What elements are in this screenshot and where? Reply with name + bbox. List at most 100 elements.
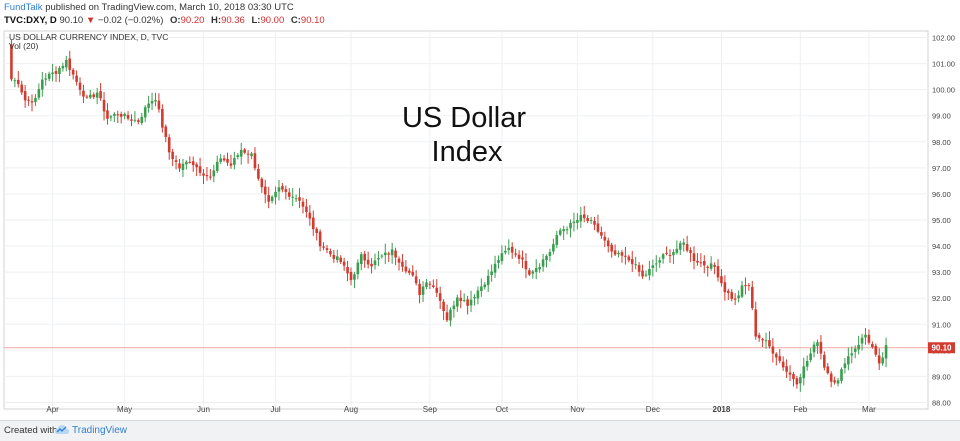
x-tick-label: Nov bbox=[570, 405, 584, 414]
candle-body bbox=[157, 100, 161, 110]
candle-body bbox=[497, 260, 500, 263]
candle-body bbox=[425, 282, 428, 287]
candle-body bbox=[805, 361, 809, 367]
candle-body bbox=[215, 161, 219, 171]
candle-body bbox=[860, 337, 864, 344]
close-value: 90.10 bbox=[300, 15, 325, 26]
y-tick-label: 98.00 bbox=[932, 138, 951, 147]
candle-body bbox=[685, 244, 689, 251]
candle-body bbox=[524, 260, 528, 270]
candle-body bbox=[473, 296, 476, 299]
candles bbox=[10, 39, 888, 392]
candle-body bbox=[41, 79, 44, 90]
y-tick-label: 95.00 bbox=[932, 216, 951, 225]
candle-body bbox=[802, 366, 806, 379]
candle-body bbox=[716, 266, 720, 278]
price-chart[interactable]: 102.00 101.00 100.00 99.00 98.00 97.00 96.00 95… bbox=[0, 30, 960, 420]
candle-body bbox=[85, 96, 89, 98]
candle-body bbox=[706, 266, 710, 268]
candle-body bbox=[510, 246, 514, 253]
candle-body bbox=[305, 206, 308, 212]
candle-body bbox=[641, 270, 644, 277]
candle-body bbox=[346, 266, 349, 274]
x-tick-label: Jun bbox=[197, 405, 210, 414]
candle-body bbox=[730, 292, 734, 299]
candle-body bbox=[682, 242, 686, 245]
candle-body bbox=[311, 217, 315, 230]
time-axis[interactable]: Apr May Jun Jul Aug Sep Oct Nov Dec 2018 Feb Mar bbox=[46, 405, 876, 414]
candle-body bbox=[884, 345, 888, 359]
candle-body bbox=[696, 260, 699, 263]
author-link[interactable]: FundTalk bbox=[4, 2, 43, 13]
candle-body bbox=[788, 372, 792, 375]
candle-body bbox=[188, 161, 192, 163]
candle-body bbox=[123, 113, 126, 117]
x-tick-label: Mar bbox=[862, 405, 876, 414]
candle-body bbox=[61, 65, 65, 69]
y-tick-label: 94.00 bbox=[932, 242, 951, 251]
candle-body bbox=[490, 271, 493, 276]
candle-body bbox=[637, 265, 641, 272]
candle-body bbox=[185, 161, 188, 165]
candle-body bbox=[284, 189, 288, 192]
candle-body bbox=[281, 186, 284, 190]
candle-body bbox=[545, 255, 548, 261]
candle-body bbox=[466, 299, 469, 306]
candle-body bbox=[514, 253, 517, 255]
candle-body bbox=[106, 110, 109, 119]
y-tick-label: 93.00 bbox=[932, 268, 951, 277]
candle-body bbox=[740, 285, 744, 297]
candle-body bbox=[661, 254, 665, 259]
candle-body bbox=[13, 80, 17, 82]
candle-body bbox=[747, 284, 751, 286]
candle-body bbox=[23, 91, 27, 101]
candle-body bbox=[610, 244, 613, 252]
candle-body bbox=[826, 366, 830, 374]
candle-body bbox=[363, 253, 367, 261]
candle-body bbox=[771, 346, 775, 354]
publish-line: FundTalk published on TradingView.com, M… bbox=[4, 2, 294, 13]
candle-body bbox=[119, 114, 123, 117]
candle-body bbox=[764, 340, 768, 342]
candle-body bbox=[569, 222, 572, 229]
candle-body bbox=[75, 75, 78, 82]
candle-body bbox=[164, 126, 168, 137]
candle-body bbox=[733, 298, 737, 300]
candle-body bbox=[318, 231, 322, 247]
chart-title: US DOLLAR CURRENCY INDEX, D, TVC bbox=[9, 32, 168, 42]
candle-body bbox=[665, 252, 668, 254]
candle-body bbox=[874, 345, 878, 355]
candle-body bbox=[507, 247, 511, 251]
candle-body bbox=[92, 94, 96, 98]
tradingview-brand-link[interactable]: TradingView bbox=[72, 425, 128, 436]
candle-body bbox=[459, 297, 463, 302]
candle-body bbox=[483, 284, 487, 288]
x-tick-label: Dec bbox=[646, 405, 660, 414]
down-arrow-icon: ▼ bbox=[85, 15, 96, 26]
candle-body bbox=[857, 344, 860, 350]
candle-body bbox=[634, 264, 637, 266]
candle-body bbox=[534, 268, 538, 272]
candle-body bbox=[600, 232, 603, 236]
candle-body bbox=[366, 259, 370, 265]
candle-body bbox=[102, 99, 106, 112]
candle-body bbox=[109, 116, 113, 118]
candle-body bbox=[751, 286, 754, 309]
candle-body bbox=[702, 261, 706, 266]
candle-body bbox=[654, 263, 658, 265]
candle-body bbox=[538, 267, 541, 270]
candle-body bbox=[198, 166, 202, 173]
candle-body bbox=[713, 264, 716, 267]
y-tick-label: 99.00 bbox=[932, 112, 951, 121]
y-tick-label: 89.00 bbox=[932, 372, 951, 381]
candle-body bbox=[438, 293, 442, 301]
candle-body bbox=[267, 195, 270, 202]
candle-body bbox=[651, 265, 655, 268]
candle-body bbox=[113, 113, 116, 116]
candle-body bbox=[335, 256, 339, 261]
candle-body bbox=[456, 297, 459, 307]
candle-body bbox=[421, 286, 425, 295]
created-with-text: Created with bbox=[4, 425, 58, 436]
volume-indicator-label[interactable]: Vol (20) bbox=[9, 41, 38, 51]
symbol-label[interactable]: TVC:DXY, D bbox=[4, 15, 57, 26]
